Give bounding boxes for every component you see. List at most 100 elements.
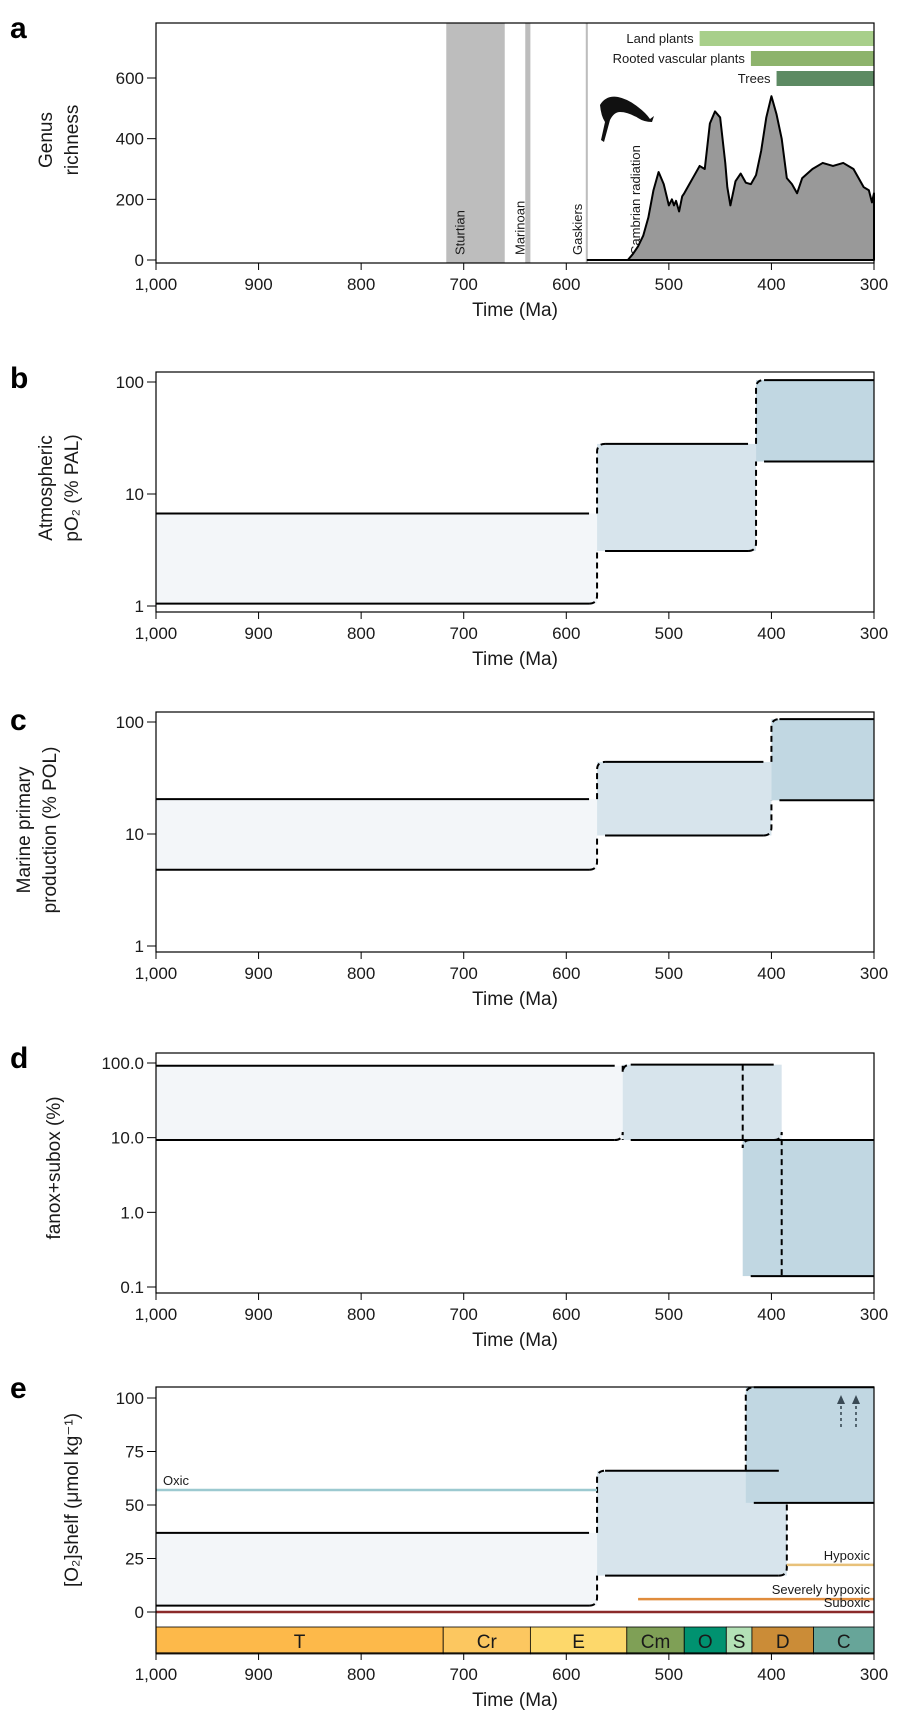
y-tick-label: 75: [125, 1443, 144, 1462]
x-tick-label: 900: [244, 1305, 272, 1324]
x-tick-label: 400: [757, 624, 785, 643]
y-tick-label: 1: [135, 597, 144, 616]
x-tick-label: 600: [552, 964, 580, 983]
genus-richness-area: [626, 95, 875, 261]
panel-b: b 1,000 900 800 700 600 500 400 300 Time (Ma) 1 10 1…: [10, 362, 888, 670]
period-label: T: [294, 1632, 306, 1653]
threshold-label: Severely hypoxic: [772, 1582, 871, 1597]
plot-frame: [155, 1052, 875, 1294]
plant-range-label: Land plants: [626, 31, 694, 46]
plot-frame: [155, 22, 875, 264]
x-tick-label: 500: [655, 624, 683, 643]
x-tick-label: 600: [552, 1305, 580, 1324]
panel-letter: e: [10, 1372, 27, 1405]
x-tick-label: 300: [860, 964, 888, 983]
uncertainty-band: [756, 380, 874, 462]
x-tick-label: 900: [244, 1665, 272, 1684]
x-tick-label: 700: [450, 1305, 478, 1324]
x-tick-label: 900: [244, 624, 272, 643]
y-axis-label: fanox+subox (%): [44, 1096, 65, 1239]
transition-dashed-upper: [596, 442, 606, 514]
x-tick-label: 800: [347, 275, 375, 294]
threshold-label: Oxic: [163, 1473, 190, 1488]
x-tick-label: 600: [552, 275, 580, 294]
transition-dashed-upper: [621, 1063, 631, 1073]
y-tick-label: 100: [116, 373, 144, 392]
y-axis-label: Marine primary: [14, 766, 35, 893]
period-box: [442, 1626, 531, 1655]
x-tick-label: 600: [552, 624, 580, 643]
period-label: D: [776, 1632, 790, 1653]
x-tick-label: 800: [347, 624, 375, 643]
uncertainty-band: [771, 719, 874, 801]
transition-dashed-upper: [596, 760, 606, 800]
y-tick-label: 400: [116, 130, 144, 149]
period-box: [529, 1626, 628, 1655]
y-axis-label: Atmospheric: [36, 435, 57, 541]
x-axis-label: Time (Ma): [472, 1330, 558, 1351]
x-tick-label: 1,000: [135, 1665, 178, 1684]
anomalocaris-icon: [600, 96, 654, 142]
x-tick-label: 1,000: [135, 624, 178, 643]
glaciation-band: [525, 23, 531, 263]
glaciation-band: [446, 23, 505, 263]
threshold-label: Suboxic: [824, 1595, 871, 1610]
glaciation-label: Marinoan: [512, 201, 527, 255]
period-label: Cr: [477, 1632, 498, 1653]
cambrian-radiation-label: Cambrian radiation: [628, 145, 643, 255]
period-box: [813, 1626, 875, 1655]
transition-dashed-lower: [589, 835, 599, 871]
transition-dashed-upper: [744, 1386, 754, 1471]
plant-range-bar: [750, 51, 874, 66]
y-tick-label: 10: [125, 825, 144, 844]
panel-letter: d: [10, 1042, 28, 1075]
period-box: [751, 1626, 814, 1655]
x-tick-label: 500: [655, 964, 683, 983]
y-tick-label: 0.1: [120, 1278, 144, 1297]
transition-dashed-lower: [614, 1131, 624, 1142]
y-tick-label: 200: [116, 190, 144, 209]
y-axis-label: production (% POL): [40, 747, 61, 914]
period-box: [725, 1626, 753, 1655]
uncertainty-band: [156, 513, 598, 604]
uncertainty-band: [597, 443, 757, 551]
uncertainty-band: [597, 761, 772, 836]
up-arrow-icon: [837, 1395, 845, 1404]
x-tick-label: 900: [244, 964, 272, 983]
x-tick-label: 800: [347, 1305, 375, 1324]
transition-dashed-upper: [596, 1469, 606, 1533]
x-axis-label: Time (Ma): [472, 1690, 558, 1711]
y-tick-label: 25: [125, 1550, 144, 1569]
x-tick-label: 700: [450, 624, 478, 643]
y-tick-label: 600: [116, 69, 144, 88]
plot-frame: [155, 711, 875, 953]
plant-range-bar: [699, 31, 874, 46]
period-box: [155, 1626, 444, 1655]
x-tick-label: 300: [860, 624, 888, 643]
x-tick-label: 400: [757, 275, 785, 294]
y-tick-label: 100.0: [101, 1054, 144, 1073]
y-axis-label: [O₂]shelf (μmol kg⁻¹): [62, 1413, 83, 1587]
transition-dashed-upper: [770, 718, 780, 762]
transition-dashed-upper: [755, 379, 765, 444]
y-axis-label: pO₂ (% PAL): [62, 434, 83, 541]
glaciation-band: [585, 23, 588, 263]
transition-dashed-lower: [589, 550, 599, 605]
plot-frame: [155, 371, 875, 613]
x-tick-label: 400: [757, 1665, 785, 1684]
y-axis-label: Genus: [36, 112, 57, 168]
y-tick-label: 100: [116, 713, 144, 732]
y-tick-label: 10.0: [111, 1129, 144, 1148]
panel-letter: c: [10, 704, 27, 737]
x-axis-label: Time (Ma): [472, 989, 558, 1010]
uncertainty-band: [745, 1387, 874, 1503]
uncertainty-band: [156, 1532, 598, 1606]
plant-range-label: Trees: [738, 71, 771, 86]
x-tick-label: 900: [244, 275, 272, 294]
panel-letter: b: [10, 362, 28, 395]
threshold-label: Hypoxic: [824, 1548, 871, 1563]
transition-dashed-upper: [741, 1064, 751, 1149]
transition-dashed-lower: [778, 1502, 788, 1577]
period-box: [683, 1626, 727, 1655]
panel-letter: a: [10, 12, 27, 45]
